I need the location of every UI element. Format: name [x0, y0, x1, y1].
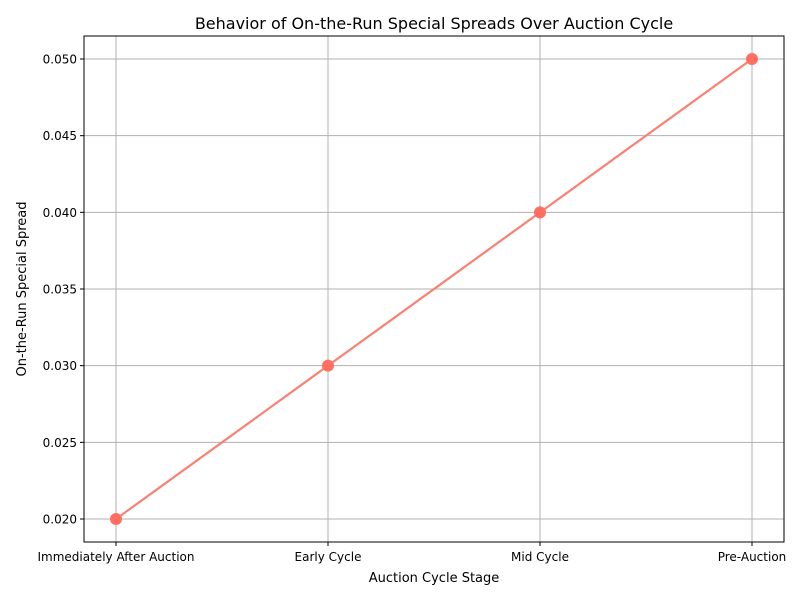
x-tick-label: Early Cycle: [295, 550, 362, 564]
y-tick-label: 0.040: [43, 206, 77, 220]
y-tick-label: 0.020: [43, 513, 77, 527]
grid-lines: [84, 36, 784, 542]
x-tick-label: Mid Cycle: [511, 550, 569, 564]
x-tick-label: Pre-Auction: [718, 550, 787, 564]
data-point: [534, 206, 546, 219]
chart-title: Behavior of On-the-Run Special Spreads O…: [195, 14, 673, 33]
y-tick-label: 0.025: [43, 436, 77, 450]
x-tick-label: Immediately After Auction: [38, 550, 195, 564]
series-layer: [110, 53, 758, 525]
data-point: [110, 513, 122, 525]
y-axis-ticks: 0.020 0.025 0.030 0.035 0.040 0.045 0.050: [43, 53, 84, 527]
y-axis-label: On-the-Run Special Spread: [15, 202, 30, 377]
y-tick-label: 0.045: [43, 129, 77, 143]
data-point: [746, 53, 758, 65]
y-tick-label: 0.030: [43, 359, 77, 373]
x-axis-label: Auction Cycle Stage: [369, 571, 500, 586]
y-tick-label: 0.035: [43, 283, 77, 297]
x-axis-ticks: Immediately After Auction Early Cycle Mid …: [38, 542, 787, 564]
series-line: [115, 58, 753, 520]
y-tick-label: 0.050: [43, 53, 77, 67]
data-point: [322, 359, 334, 372]
